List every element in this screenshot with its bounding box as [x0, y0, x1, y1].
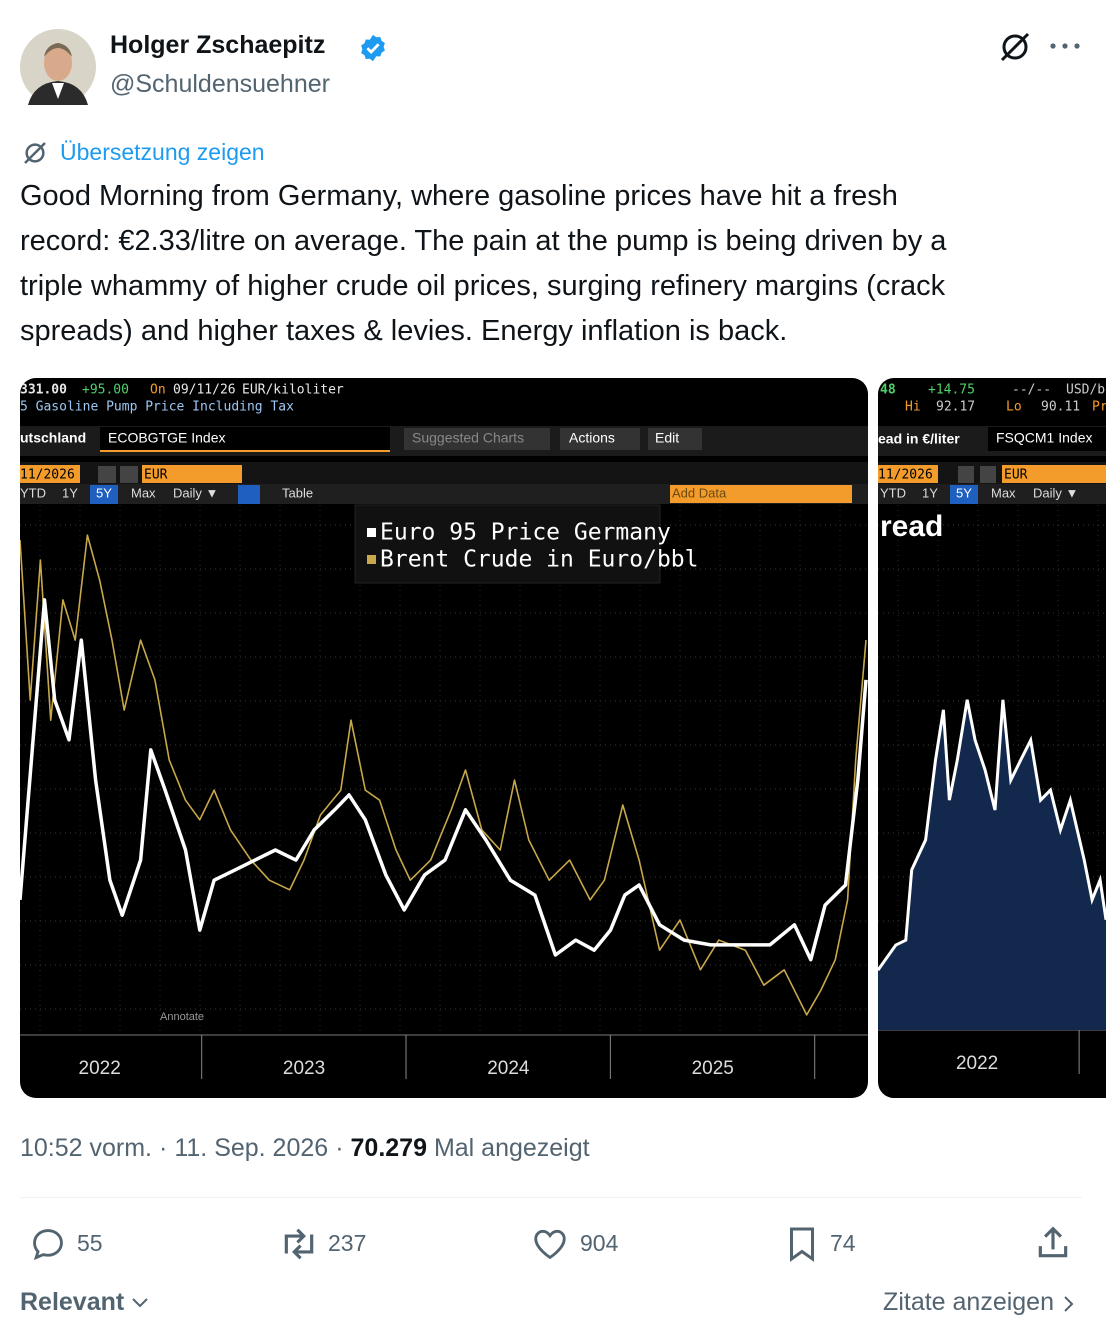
- grok-icon[interactable]: [997, 29, 1033, 65]
- pr-label: Pr: [1092, 400, 1106, 415]
- x-tick-label: 2022: [956, 1053, 998, 1074]
- translate-link[interactable]: Übersetzung zeigen: [60, 139, 265, 165]
- post-text-line: record: €2.33/litre on average. The pain…: [20, 225, 947, 257]
- ticker: ECOBGTGE Index: [108, 430, 225, 446]
- x-tick-label: 2022: [79, 1058, 121, 1079]
- unit: USD/ba: [1066, 383, 1106, 398]
- bookmark-count: 74: [830, 1230, 856, 1256]
- divider: [20, 1197, 1082, 1198]
- like-count: 904: [580, 1230, 619, 1256]
- country: utschland: [20, 430, 86, 446]
- quotes-link[interactable]: Zitate anzeigen: [883, 1288, 1054, 1316]
- reply-count: 55: [77, 1230, 103, 1256]
- bookmark-button[interactable]: [784, 1224, 820, 1264]
- period[interactable]: 5Y: [956, 485, 972, 500]
- period[interactable]: YTD: [880, 485, 906, 500]
- security-description: 5 Gasoline Pump Price Including Tax: [20, 400, 294, 415]
- post-text-line: triple whammy of higher crude oil prices…: [20, 270, 946, 302]
- table-button[interactable]: Table: [282, 485, 313, 500]
- x-tick-label: 2025: [692, 1058, 734, 1079]
- period[interactable]: Max: [131, 485, 156, 500]
- legend-swatch: [367, 555, 376, 564]
- series-line: [878, 699, 1106, 971]
- share-button[interactable]: [1034, 1224, 1072, 1262]
- legend-label: Euro 95 Price Germany: [380, 520, 671, 546]
- chart-title: read: [880, 510, 943, 543]
- series-line: [20, 534, 867, 1016]
- reply-button[interactable]: [29, 1225, 67, 1263]
- post-date[interactable]: 11. Sep. 2026: [174, 1134, 329, 1162]
- series-area: [878, 699, 1106, 1030]
- post-text-line: Good Morning from Germany, where gasolin…: [20, 180, 898, 212]
- lo-value: 90.11: [1041, 400, 1080, 415]
- avatar[interactable]: [20, 29, 96, 105]
- legend-label: Brent Crude in Euro/bbl: [380, 547, 699, 573]
- frequency[interactable]: Daily ▼: [173, 485, 218, 500]
- post-text-line: spreads) and higher taxes & levies. Ener…: [20, 315, 788, 347]
- lo-label: Lo: [1006, 400, 1022, 415]
- author-handle[interactable]: @Schuldensuehner: [110, 70, 330, 98]
- repost-button[interactable]: [278, 1225, 320, 1263]
- chart: 331.00 +95.00 On 09/11/26 EUR/kiloliter …: [20, 383, 868, 1079]
- sort-menu[interactable]: Relevant: [20, 1288, 125, 1316]
- chevron-down[interactable]: [130, 1295, 150, 1311]
- chart-image[interactable]: 331.00 +95.00 On 09/11/26 EUR/kiloliter …: [20, 378, 868, 1098]
- quote-date: 09/11/26: [173, 383, 236, 398]
- legend-swatch: [367, 528, 376, 537]
- author-name[interactable]: Holger Zschaepitz: [110, 31, 326, 59]
- chart-image[interactable]: 48 +14.75 --/-- USD/ba Hi 92.17 Lo 90.11…: [878, 378, 1106, 1098]
- add-data[interactable]: Add Data: [672, 485, 727, 500]
- post-time[interactable]: 10:52 vorm.: [20, 1134, 153, 1162]
- price-change: +14.75: [928, 383, 975, 398]
- period[interactable]: Max: [991, 485, 1016, 500]
- range-date: 11/2026: [20, 468, 75, 483]
- range-date: 11/2026: [878, 468, 933, 483]
- edit-menu[interactable]: Edit: [655, 430, 679, 446]
- like-button[interactable]: [530, 1225, 570, 1263]
- actions-menu[interactable]: Actions: [569, 430, 615, 446]
- repost-count: 237: [328, 1230, 367, 1256]
- ticker: FSQCM1 Index: [996, 430, 1092, 446]
- legend-box: [354, 504, 661, 584]
- period[interactable]: 1Y: [922, 485, 938, 500]
- x-tick-label: 2023: [283, 1058, 325, 1079]
- period[interactable]: YTD: [20, 485, 46, 500]
- unit: EUR/kiloliter: [242, 383, 344, 398]
- price-change: +95.00: [82, 383, 129, 398]
- hi-label: Hi: [905, 400, 921, 415]
- x-tick-label: 2024: [487, 1058, 530, 1079]
- security-description: ead in €/liter: [878, 431, 960, 447]
- series-line: [20, 598, 868, 962]
- verified-badge: [361, 34, 385, 62]
- period[interactable]: 1Y: [62, 485, 78, 500]
- on-label: On: [150, 383, 166, 398]
- currency: EUR: [144, 468, 168, 483]
- last-price: 48: [880, 383, 896, 398]
- hi-value: 92.17: [936, 400, 975, 415]
- currency: EUR: [1004, 468, 1028, 483]
- dashes: --/--: [1012, 383, 1051, 398]
- chart: 48 +14.75 --/-- USD/ba Hi 92.17 Lo 90.11…: [878, 383, 1106, 1074]
- last-price: 331.00: [20, 383, 67, 398]
- suggested-charts[interactable]: Suggested Charts: [412, 430, 524, 446]
- annotate[interactable]: Annotate: [160, 1011, 204, 1023]
- period[interactable]: 5Y: [96, 485, 112, 500]
- translate-icon[interactable]: [20, 138, 50, 168]
- chevron-right[interactable]: [1060, 1293, 1078, 1315]
- post-meta: 10:52 vorm. 11. Sep. 2026 70.279 Mal angez…: [20, 1134, 590, 1163]
- view-label: Mal angezeigt: [433, 1134, 590, 1162]
- view-count: 70.279: [350, 1134, 427, 1162]
- more-menu[interactable]: [1048, 38, 1082, 54]
- frequency[interactable]: Daily ▼: [1033, 485, 1078, 500]
